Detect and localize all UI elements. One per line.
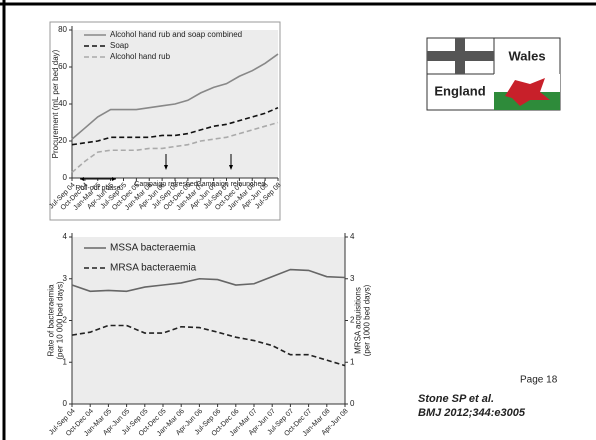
annotation: Campaign refreshed: [134, 181, 198, 188]
y-axis-label: Procurement (mL per bed day): [51, 49, 60, 158]
annotation: Campaign relaunched: [197, 181, 266, 188]
cross: [427, 51, 494, 61]
y-tick-label: 80: [58, 25, 67, 34]
y-axis-label: (per 10 000 bed days): [56, 281, 65, 360]
england-label: England: [434, 83, 485, 98]
y-tick-label: 0: [63, 173, 68, 182]
citation: Stone SP et al.: [418, 393, 494, 405]
slide: Wales England Page 18 Stone SP et al. BM…: [0, 0, 596, 440]
y2-tick-label: 4: [350, 232, 355, 241]
legend-label: Alcohol hand rub and soap combined: [110, 30, 242, 39]
legend-label: MSSA bacteraemia: [110, 243, 196, 254]
page-number: Page 18: [520, 375, 558, 386]
y-axis-label: Rate of bacteraemia: [47, 284, 56, 357]
legend-label: Soap: [110, 41, 129, 50]
legend-label: MRSA bacteraemia: [110, 263, 197, 274]
citation: BMJ 2012;344:e3005: [418, 407, 526, 419]
y-tick-label: 0: [63, 399, 68, 408]
y2-tick-label: 1: [350, 357, 355, 366]
wales-label: Wales: [508, 48, 545, 63]
y2-tick-label: 3: [350, 274, 355, 283]
y2-axis-label: (per 1000 bed days): [363, 284, 372, 356]
y2-axis-label: MRSA acquisitions: [354, 287, 363, 354]
annotation: Roll-out phase: [75, 185, 120, 192]
flags: Wales England: [427, 38, 560, 110]
legend-label: Alcohol hand rub: [110, 52, 171, 61]
y2-tick-label: 0: [350, 399, 355, 408]
y-tick-label: 4: [63, 232, 68, 241]
